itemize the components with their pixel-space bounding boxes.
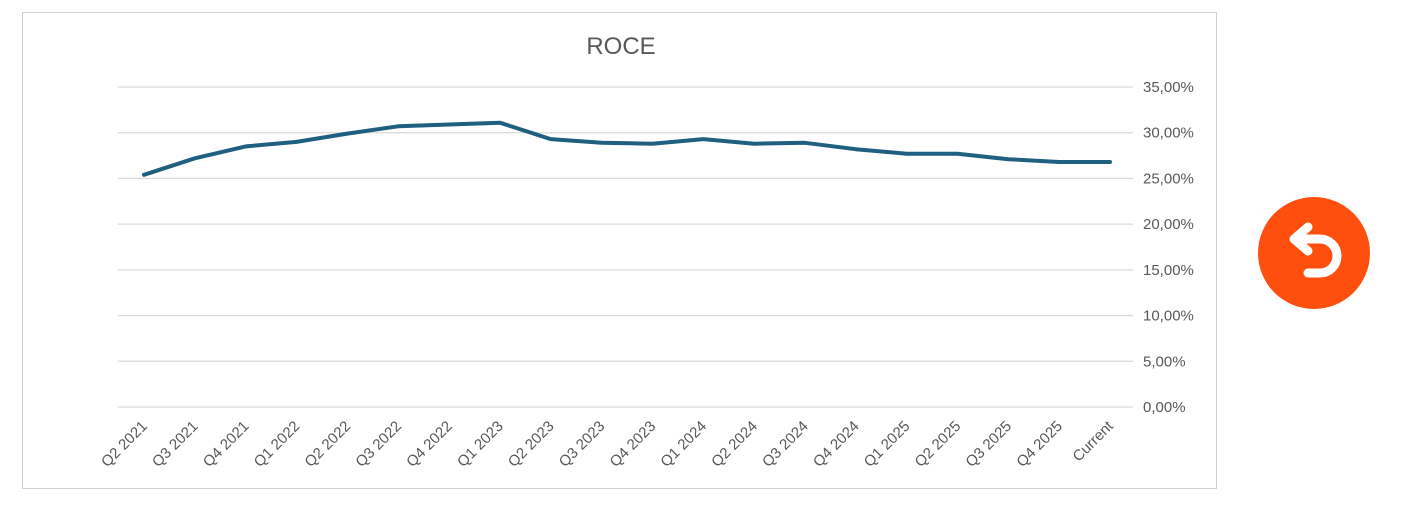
y-tick-label: 25,00% bbox=[1143, 170, 1194, 187]
y-tick-label: 0,00% bbox=[1143, 399, 1186, 416]
x-tick-label: Q1 2023 bbox=[454, 418, 507, 471]
series-line bbox=[142, 120, 1112, 177]
x-tick-label: Q2 2022 bbox=[301, 418, 354, 471]
x-tick-label: Q4 2023 bbox=[607, 418, 660, 471]
y-tick-label: 20,00% bbox=[1143, 216, 1194, 233]
x-tick-label: Q4 2022 bbox=[403, 418, 456, 471]
back-button[interactable] bbox=[1258, 197, 1370, 309]
x-tick-label: Current bbox=[1069, 417, 1117, 465]
x-tick-label: Q3 2024 bbox=[759, 418, 812, 471]
x-tick-label: Q4 2025 bbox=[1013, 418, 1066, 471]
roce-line-chart: ROCE 0,00% 5,00% 10,00% 15,00% 20,00% 25,00% 3… bbox=[98, 33, 1194, 471]
x-tick-label: Q4 2021 bbox=[200, 418, 253, 471]
undo-arrow-icon bbox=[1289, 222, 1342, 278]
y-tick-label: 5,00% bbox=[1143, 353, 1186, 370]
x-tick-label: Q3 2023 bbox=[556, 418, 609, 471]
x-tick-label: Q3 2021 bbox=[149, 418, 202, 471]
x-tick-label: Q4 2024 bbox=[810, 418, 863, 471]
x-tick-label: Q2 2023 bbox=[505, 418, 558, 471]
x-tick-label: Q1 2025 bbox=[861, 418, 914, 471]
y-tick-label: 15,00% bbox=[1143, 262, 1194, 279]
chart-frame: ROCE 0,00% 5,00% 10,00% 15,00% 20,00% 25,00% 3… bbox=[22, 12, 1217, 489]
y-tick-label: 30,00% bbox=[1143, 125, 1194, 142]
x-tick-label: Q1 2024 bbox=[657, 418, 710, 471]
y-tick-label: 10,00% bbox=[1143, 308, 1194, 325]
x-tick-label: Q2 2021 bbox=[98, 418, 151, 471]
chart-title: ROCE bbox=[586, 33, 655, 60]
x-tick-label: Q2 2024 bbox=[708, 418, 761, 471]
x-tick-label: Q3 2022 bbox=[352, 418, 405, 471]
x-tick-label: Q2 2025 bbox=[912, 418, 965, 471]
x-tick-label: Q1 2022 bbox=[251, 418, 304, 471]
x-tick-label: Q3 2025 bbox=[962, 418, 1015, 471]
y-tick-label: 35,00% bbox=[1143, 79, 1194, 96]
